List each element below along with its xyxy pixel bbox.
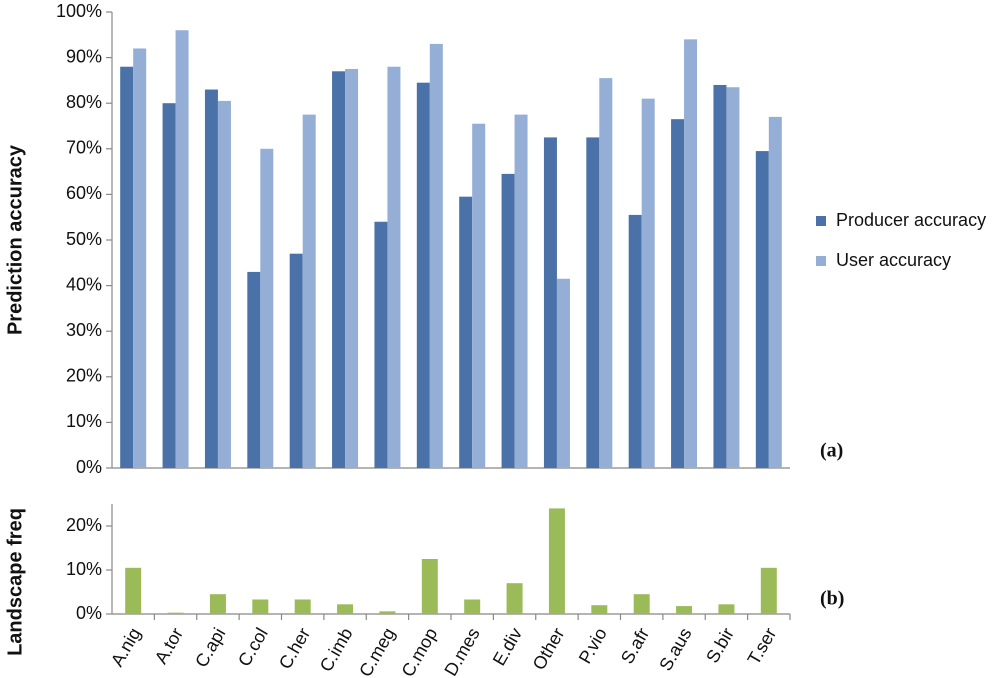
bar bbox=[684, 39, 698, 469]
bar bbox=[332, 71, 346, 468]
bar bbox=[514, 114, 528, 468]
y-tick-label: 20% bbox=[66, 515, 102, 535]
x-tick-label: E.div bbox=[489, 624, 526, 669]
x-tick-label: A.nig bbox=[107, 624, 145, 670]
bar bbox=[633, 594, 650, 614]
y-tick-label: 10% bbox=[66, 559, 102, 579]
bar bbox=[548, 508, 565, 614]
bar bbox=[768, 116, 782, 468]
x-tick-label: C.api bbox=[191, 624, 229, 670]
y-tick-label: 0% bbox=[76, 603, 102, 623]
bar bbox=[760, 567, 777, 614]
x-tick-label: S.aus bbox=[655, 624, 695, 674]
x-tick-label: C.col bbox=[234, 624, 272, 670]
bar bbox=[591, 605, 608, 614]
bar bbox=[713, 84, 727, 469]
bar bbox=[464, 599, 481, 614]
legend-label: Producer accuracy bbox=[836, 210, 986, 230]
x-tick-label: A.tor bbox=[151, 624, 187, 667]
bar bbox=[718, 604, 735, 614]
y-tick-label: 30% bbox=[66, 320, 102, 340]
bar bbox=[641, 98, 655, 468]
bar bbox=[217, 100, 231, 469]
y-axis-title: Prediction accuracy bbox=[4, 144, 26, 335]
y-tick-label: 100% bbox=[56, 1, 102, 21]
bar bbox=[379, 611, 396, 614]
y-tick-label: 70% bbox=[66, 138, 102, 158]
bar bbox=[599, 78, 613, 469]
y-tick-label: 20% bbox=[66, 366, 102, 386]
bar bbox=[726, 87, 740, 469]
bar bbox=[459, 196, 473, 468]
bar bbox=[167, 612, 184, 614]
bar bbox=[162, 103, 176, 468]
y-axis-title: Landscape freq bbox=[4, 508, 26, 656]
y-tick-label: 60% bbox=[66, 183, 102, 203]
bar bbox=[421, 559, 438, 614]
y-tick-label: 10% bbox=[66, 411, 102, 431]
x-tick-label: T.ser bbox=[744, 624, 781, 668]
bar bbox=[755, 151, 769, 468]
bar bbox=[501, 173, 515, 468]
bar bbox=[260, 148, 274, 469]
x-tick-label: C.her bbox=[275, 624, 314, 672]
x-tick-label: P.vio bbox=[575, 624, 611, 667]
y-tick-label: 0% bbox=[76, 457, 102, 477]
bar bbox=[472, 123, 486, 468]
bar bbox=[387, 66, 401, 468]
x-tick-label: C.mop bbox=[398, 624, 442, 678]
x-tick-label: S.afr bbox=[617, 624, 653, 667]
bar bbox=[175, 30, 189, 469]
bar bbox=[374, 221, 388, 468]
bar bbox=[204, 89, 218, 469]
x-tick-label: D.mes bbox=[440, 624, 483, 678]
annotation: (a) bbox=[820, 440, 843, 462]
bar bbox=[429, 43, 443, 469]
bar bbox=[671, 119, 685, 468]
x-tick-label: Other bbox=[529, 624, 569, 673]
bar bbox=[543, 137, 557, 468]
y-tick-label: 90% bbox=[66, 46, 102, 66]
bar bbox=[506, 583, 523, 614]
x-tick-label: C.meg bbox=[355, 624, 399, 678]
bar bbox=[676, 606, 693, 614]
bar bbox=[416, 82, 430, 469]
bar bbox=[133, 48, 147, 468]
bar bbox=[252, 599, 269, 614]
bar bbox=[345, 69, 359, 468]
bar bbox=[294, 599, 311, 614]
bar bbox=[120, 66, 134, 468]
y-tick-label: 50% bbox=[66, 229, 102, 249]
x-tick-label: S.bir bbox=[702, 624, 738, 666]
bar bbox=[289, 253, 303, 468]
y-tick-label: 40% bbox=[66, 274, 102, 294]
legend-swatch bbox=[816, 256, 826, 266]
bar bbox=[302, 114, 316, 468]
bar bbox=[247, 271, 261, 468]
legend-label: User accuracy bbox=[836, 250, 951, 270]
bar bbox=[628, 214, 642, 468]
bar bbox=[125, 567, 142, 614]
legend-swatch bbox=[816, 216, 826, 226]
bar bbox=[337, 604, 354, 614]
bar bbox=[586, 137, 600, 468]
annotation: (b) bbox=[820, 588, 844, 610]
y-tick-label: 80% bbox=[66, 92, 102, 112]
x-tick-label: C.imb bbox=[316, 624, 357, 675]
bar bbox=[209, 594, 226, 614]
bar bbox=[556, 278, 570, 468]
